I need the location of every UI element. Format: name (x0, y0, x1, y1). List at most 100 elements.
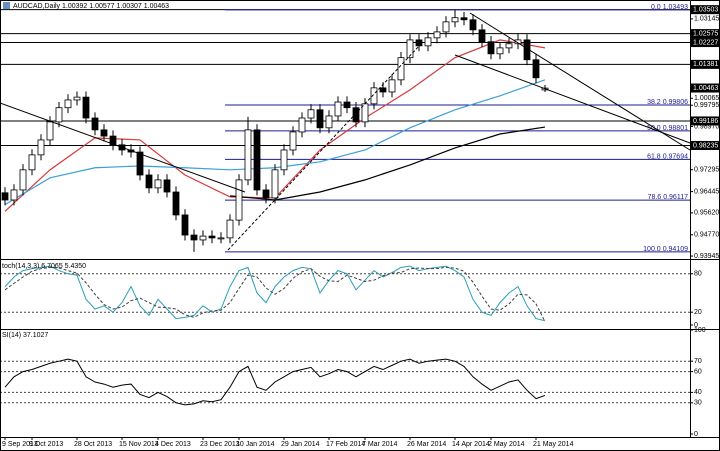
level-label: 0.99186 (693, 118, 718, 125)
fib-ratio: 38.2 (647, 99, 661, 106)
y-tick-label: 0 (694, 322, 698, 329)
y-tick-label: 0.93945 (694, 253, 719, 260)
indicator-line (4, 265, 546, 322)
y-tick-label: 0.99795 (694, 102, 719, 109)
candle-body (10, 189, 18, 201)
x-tick-label: 29 Jan 2014 (281, 441, 320, 448)
candle-body (487, 41, 495, 55)
candle-body (208, 235, 216, 239)
fib-label: 50.0 0.98801 (647, 125, 688, 132)
fib-ratio: 100.0 (643, 246, 661, 253)
candle-body (352, 107, 360, 123)
x-tick-label: 28 Oct 2013 (74, 441, 112, 448)
candle-body (307, 109, 315, 119)
candle-body (19, 169, 27, 191)
y-tick-label: 0.96445 (694, 188, 719, 195)
candle-body (379, 87, 387, 93)
candle-body (226, 219, 234, 239)
y-tick-label: 20 (694, 309, 702, 316)
symbol-icon (3, 2, 10, 9)
candle-body (163, 179, 171, 193)
y-tick-label: 40 (694, 389, 702, 396)
y-tick-label: 0.94770 (694, 232, 719, 239)
candle-body (316, 109, 324, 129)
candle-body (235, 179, 243, 221)
y-tick-label: 30 (694, 400, 702, 407)
x-tick-label: 17 Feb 2014 (326, 441, 365, 448)
channel-upper (469, 12, 691, 151)
level-label: 0.98235 (693, 142, 718, 149)
candle-body (469, 19, 477, 31)
candle-body (388, 79, 396, 93)
candle-body (100, 129, 108, 137)
candle-body (397, 57, 405, 81)
candle-body (91, 117, 99, 131)
level-box (690, 116, 720, 126)
candle-body (73, 96, 81, 101)
candle-body (406, 39, 414, 59)
candle-body (424, 37, 432, 47)
x-tick-label: 21 May 2014 (533, 441, 574, 448)
fib-price: 0.97694 (663, 153, 688, 160)
fib-price: 0.98801 (663, 125, 688, 132)
level-label: 1.01381 (693, 61, 718, 68)
y-tick-label: 100 (694, 327, 706, 334)
candle-body (370, 87, 378, 105)
candle-body (451, 17, 459, 23)
candle-body (181, 214, 189, 236)
stochastic-title: toch(14,3,3) 6.7065 5.4350 (2, 263, 86, 270)
candle-body (199, 235, 207, 241)
candle-body (298, 117, 306, 133)
y-tick-label: 0 (694, 431, 698, 438)
level-label: 1.02227 (693, 39, 718, 46)
x-tick-label: 26 Mar 2014 (407, 441, 446, 448)
indicator-line (4, 266, 546, 322)
candle-body (28, 154, 36, 171)
candle-body (343, 101, 351, 109)
y-tick-label: 0.97295 (694, 167, 719, 174)
fib-ratio: 61.8 (647, 153, 661, 160)
candle-body (55, 107, 63, 123)
rsi-title: SI(14) 37.1027 (2, 332, 48, 339)
candle-body (496, 47, 504, 55)
candle-body (172, 191, 180, 216)
channel-lower (454, 54, 691, 144)
candle-body (109, 135, 117, 146)
x-tick-label: 23 Dec 2013 (200, 441, 240, 448)
candle-body (334, 101, 342, 117)
candle-body (442, 21, 450, 33)
candle-body (532, 59, 540, 79)
candle-body (253, 129, 261, 191)
level-label: 1.03503 (693, 7, 718, 14)
x-tick-label: 9 Oct 2013 (29, 441, 63, 448)
y-tick-label: 0.98970 (694, 123, 719, 130)
candle-body (325, 115, 333, 129)
trendline (0, 102, 246, 193)
candle-body (505, 43, 513, 49)
trendlines (0, 12, 691, 251)
candle-body (460, 17, 468, 21)
x-tick-label: 7 Mar 2014 (362, 441, 398, 448)
fib-ratio: 50.0 (647, 125, 661, 132)
y-tick-label: 1.00065 (694, 95, 719, 102)
candle-body (415, 39, 423, 47)
fib-price: 0.96117 (663, 194, 688, 201)
candle-body (433, 31, 441, 39)
indicator-line (4, 358, 546, 406)
candle-body (289, 131, 297, 151)
fib-ratio: 0.0 (651, 4, 661, 11)
level-box (690, 38, 720, 48)
level-box (690, 5, 720, 15)
level-box (690, 29, 720, 39)
x-tick-label: 2 May 2014 (488, 441, 525, 448)
candle-body (46, 121, 54, 141)
fib-label: 61.8 0.97694 (647, 153, 688, 160)
candle-body (190, 234, 198, 241)
y-tick-label: 80 (694, 271, 702, 278)
candle-body (514, 39, 522, 45)
y-tick-label: 1.03145 (694, 16, 719, 23)
fib-trendline (227, 44, 421, 251)
fib-price: 0.94109 (663, 246, 688, 253)
candle-body (478, 29, 486, 43)
